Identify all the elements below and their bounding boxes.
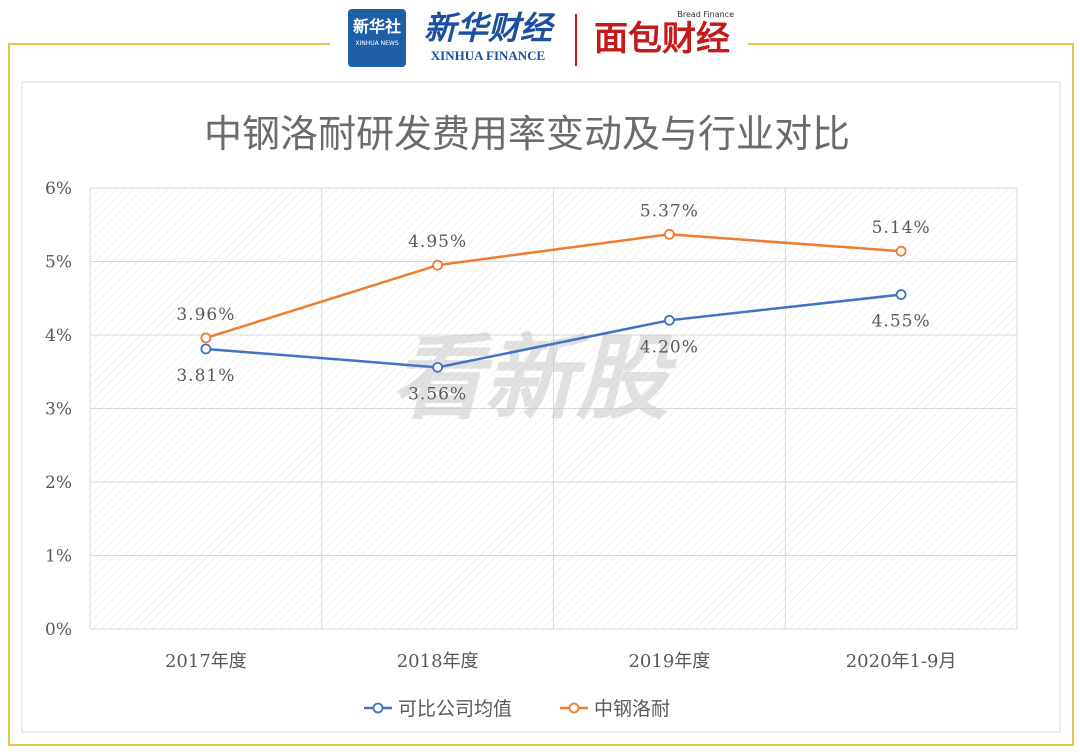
watermark: 看新股: [392, 324, 677, 432]
outer-frame: [8, 43, 1074, 746]
legend-marker[interactable]: [568, 702, 580, 714]
legend-label[interactable]: 中钢洛耐: [594, 698, 670, 720]
bread-finance-en: Bread Finance: [677, 10, 734, 19]
series-layer: [200, 228, 907, 373]
xinhua-news-logo: 新华社 XINHUA NEWS: [348, 9, 406, 67]
data-label: 5.14%: [872, 218, 931, 238]
legend-label[interactable]: 可比公司均值: [398, 698, 512, 720]
x-tick-label: 2017年度: [165, 651, 247, 672]
data-point: [663, 314, 675, 326]
data-label: 4.95%: [408, 232, 467, 252]
bread-finance-cn: 面包财经: [594, 19, 730, 59]
axis-layer: 0% 1% 2% 3% 4% 5% 6% 2017年度 2018年度 2019年度 2020年1-9…: [45, 179, 957, 672]
legend[interactable]: 可比公司均值 中钢洛耐: [364, 698, 670, 720]
xinhua-logo-en: XINHUA NEWS: [355, 40, 399, 47]
data-point: [432, 361, 444, 373]
watermark-text: 看新股: [392, 324, 677, 432]
grid-layer: [89, 187, 1018, 630]
data-point: [200, 332, 212, 344]
y-tick-label: 2%: [45, 473, 72, 493]
y-tick-label: 5%: [45, 253, 72, 273]
xinhua-logo-cn: 新华社: [352, 17, 401, 36]
y-tick-label: 4%: [45, 326, 72, 346]
data-label-layer: 3.81% 3.56% 4.20% 4.55% 3.96% 4.95% 5.37% 5.14%: [176, 201, 931, 404]
data-label: 4.20%: [640, 337, 699, 357]
x-tick-label: 2019年度: [628, 651, 710, 672]
xinhua-finance-en: XINHUA FINANCE: [430, 48, 546, 63]
xinhua-finance-cn: 新华财经: [423, 9, 552, 47]
data-label: 5.37%: [640, 201, 699, 221]
y-tick-label: 1%: [45, 547, 72, 567]
data-label: 3.81%: [176, 366, 235, 386]
data-point: [663, 228, 675, 240]
logo-divider: [575, 14, 577, 66]
series-line: [205, 233, 902, 340]
legend-marker[interactable]: [372, 702, 384, 714]
bread-finance-logo: Bread Finance 面包财经: [594, 10, 744, 59]
y-tick-label: 6%: [45, 179, 72, 199]
header-logos: 新华社 XINHUA NEWS 新华财经 XINHUA FINANCE Brea…: [0, 0, 1080, 80]
data-label: 3.96%: [176, 305, 235, 325]
data-label: 4.55%: [872, 312, 931, 332]
y-tick-label: 0%: [45, 620, 72, 640]
x-tick-label: 2020年1-9月: [846, 651, 957, 672]
data-point: [200, 343, 212, 355]
data-point: [895, 289, 907, 300]
data-point: [432, 259, 444, 271]
data-point: [895, 245, 907, 257]
xinhua-finance-logo: 新华财经 XINHUA FINANCE: [414, 8, 562, 64]
chart-title: 中钢洛耐研发费用率变动及与行业对比: [204, 112, 850, 156]
y-tick-label: 3%: [45, 400, 72, 420]
series-line: [205, 293, 902, 369]
data-label: 3.56%: [408, 384, 467, 404]
x-tick-label: 2018年度: [397, 651, 479, 672]
